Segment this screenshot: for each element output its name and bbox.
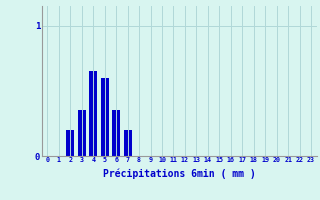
- X-axis label: Précipitations 6min ( mm ): Précipitations 6min ( mm ): [103, 169, 256, 179]
- Bar: [101, 78, 109, 156]
- Bar: [89, 71, 97, 156]
- Bar: [66, 130, 74, 156]
- Bar: [78, 110, 86, 156]
- Bar: [124, 130, 132, 156]
- Bar: [112, 110, 120, 156]
